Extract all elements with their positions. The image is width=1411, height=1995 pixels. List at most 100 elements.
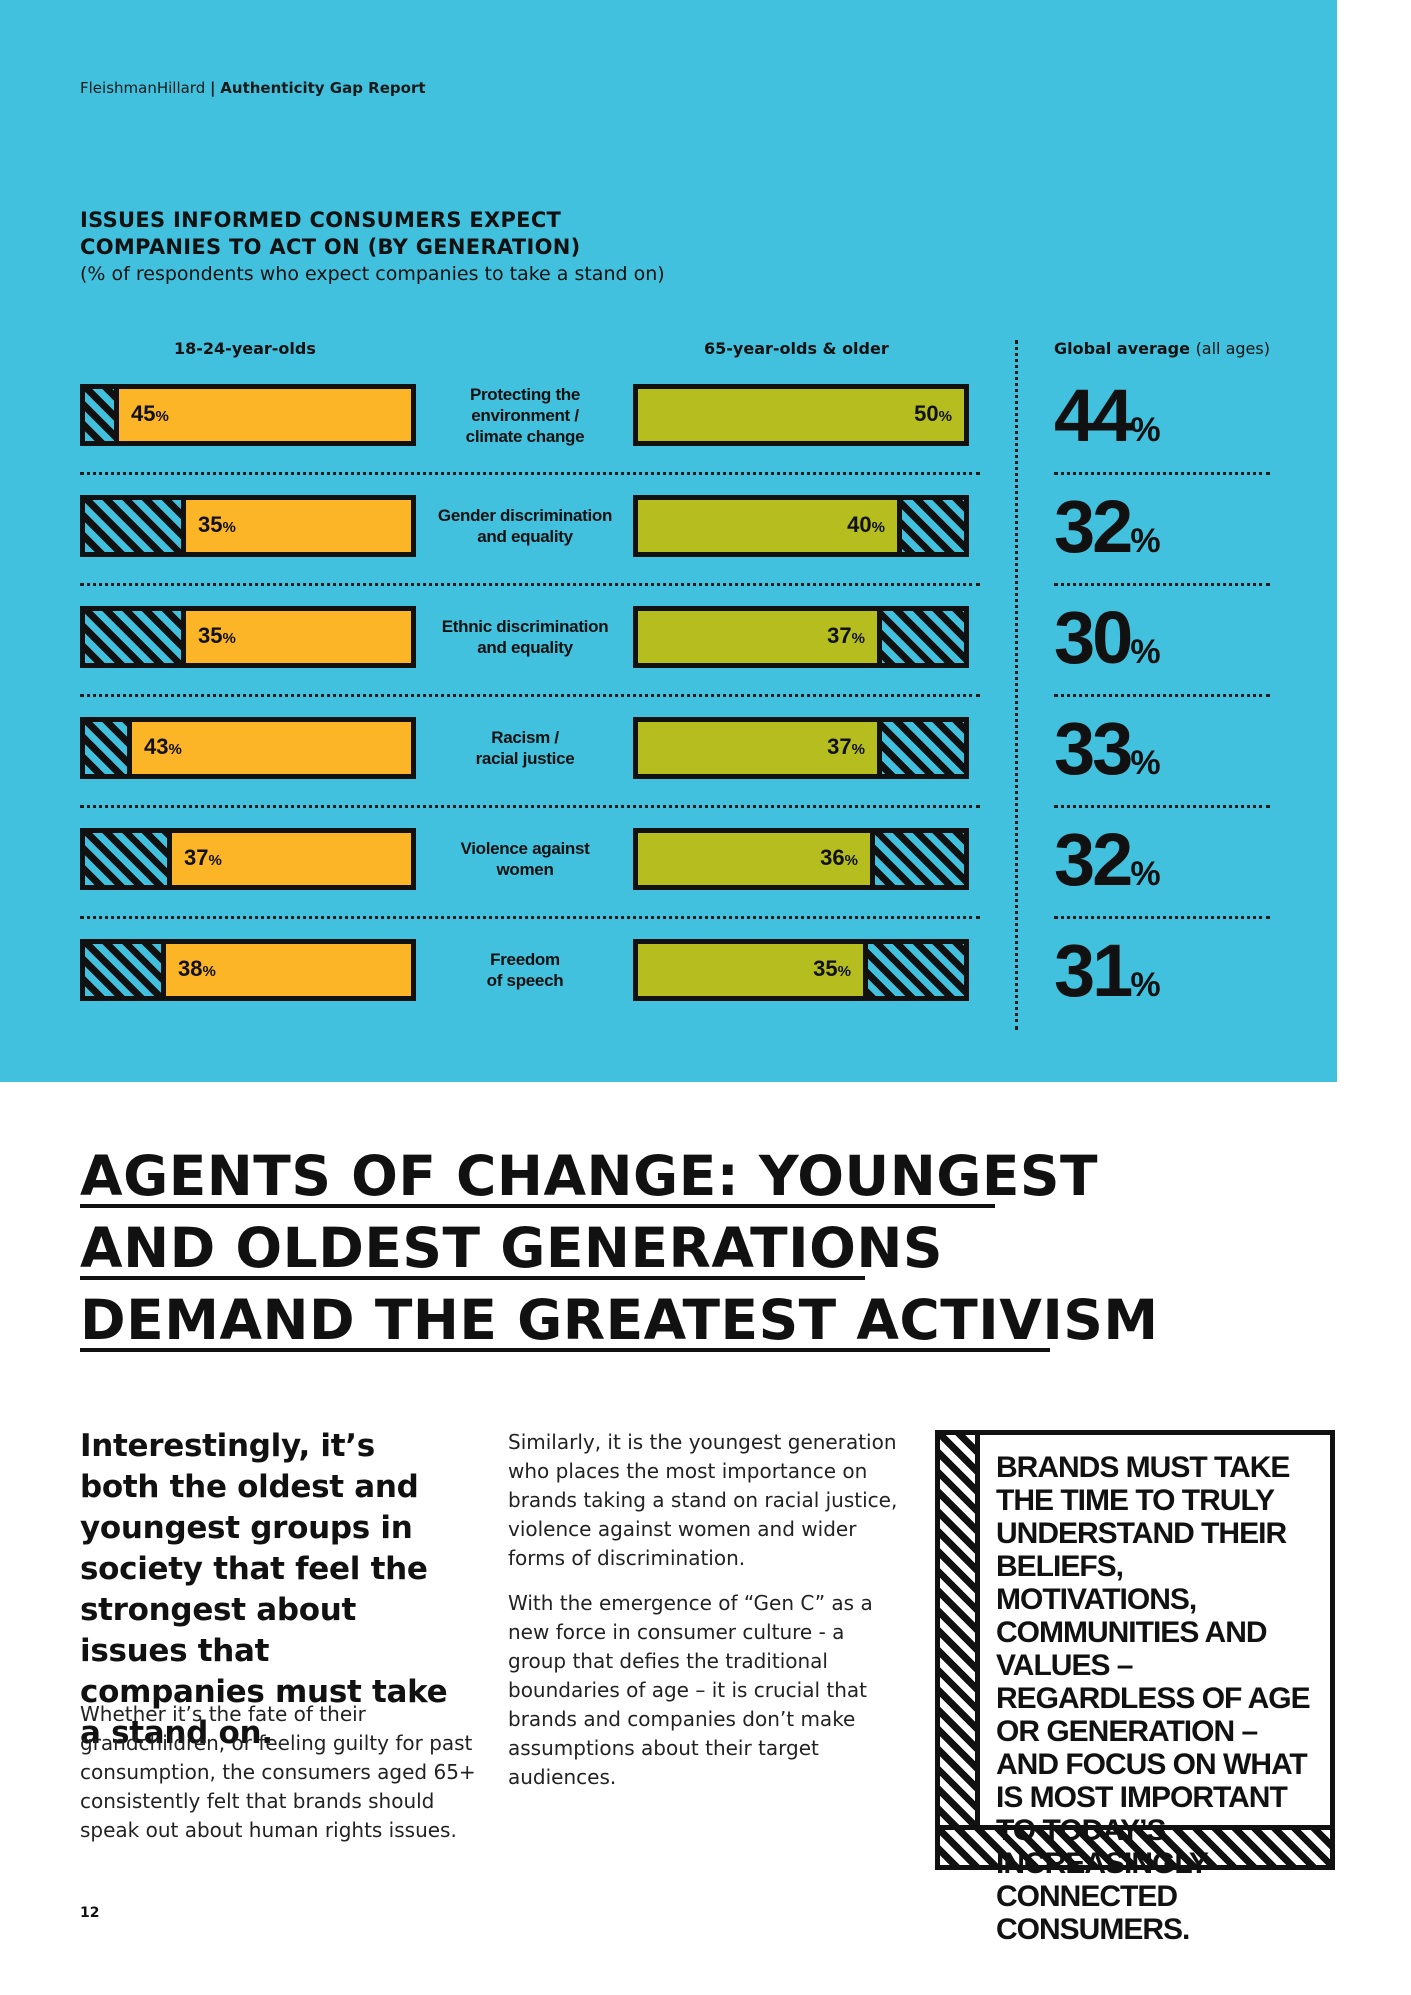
issue-label: Gender discrimination and equality (430, 505, 620, 547)
young-bar: 43% (127, 717, 416, 779)
global-average-value: 31% (1054, 934, 1161, 1022)
old-bar-track: 35% (633, 939, 969, 1001)
young-bar-track: 35% (80, 606, 416, 668)
global-average-value: 32% (1054, 490, 1161, 578)
percent-sign: % (1130, 744, 1161, 782)
old-bar-track: 40% (633, 495, 969, 557)
row-divider (80, 583, 980, 586)
young-value: 37 (184, 845, 209, 870)
column-header-young: 18-24-year-olds (174, 339, 316, 358)
young-value: 43 (144, 734, 169, 759)
headline: AGENTS OF CHANGE: YOUNGEST AND OLDEST GE… (80, 1140, 1159, 1356)
header-separator: | (210, 79, 216, 97)
global-value: 30 (1054, 596, 1133, 679)
global-average-value: 44% (1054, 379, 1161, 467)
issue-label-line: Gender discrimination (437, 506, 613, 525)
pull-quote-box: BRANDS MUST TAKE THE TIME TO TRULY UNDER… (935, 1430, 1335, 1946)
young-bar-label: 43% (144, 734, 182, 760)
body-paragraph-middle-1: Similarly, it is the youngest generation… (508, 1430, 898, 1570)
chart-subtitle: (% of respondents who expect companies t… (80, 263, 665, 285)
issue-label-line: Racism / (491, 728, 559, 747)
young-value: 35 (198, 623, 223, 648)
column-header-old: 65-year-olds & older (704, 339, 889, 358)
old-bar: 40% (633, 495, 902, 557)
old-value: 37 (827, 623, 852, 648)
percent-sign: % (837, 963, 851, 980)
row-divider-global (1054, 583, 1270, 586)
old-bar: 37% (633, 606, 882, 668)
body-paragraph-middle-2: With the emergence of “Gen C” as a new f… (508, 1591, 873, 1789)
young-bar-label: 35% (198, 623, 236, 649)
issue-label-line: environment / (471, 405, 579, 425)
global-value: 33 (1054, 707, 1133, 790)
row-divider-global (1054, 805, 1270, 808)
old-bar-label: 35% (813, 956, 851, 982)
global-value: 32 (1054, 485, 1133, 568)
old-bar-label: 36% (820, 845, 858, 871)
old-bar: 37% (633, 717, 882, 779)
young-bar: 35% (181, 606, 416, 668)
row-divider (80, 694, 980, 697)
issue-label: Violence against women (430, 838, 620, 880)
global-average-value: 32% (1054, 823, 1161, 911)
issue-label-line: climate change (465, 426, 585, 446)
old-bar-label: 37% (827, 623, 865, 649)
old-value: 35 (813, 956, 838, 981)
running-header: FleishmanHillard | Authenticity Gap Repo… (80, 79, 426, 97)
percent-sign: % (1130, 411, 1161, 449)
percent-sign: % (222, 519, 236, 536)
percent-sign: % (871, 519, 885, 536)
global-value: 31 (1054, 929, 1133, 1012)
headline-line-1: AGENTS OF CHANGE: YOUNGEST (80, 1144, 1099, 1208)
young-value: 35 (198, 512, 223, 537)
percent-sign: % (155, 408, 169, 425)
old-bar-label: 37% (827, 734, 865, 760)
report-name: Authenticity Gap Report (220, 79, 426, 97)
issue-label: Freedom of speech (430, 949, 620, 991)
body-paragraph-left: Whether it’s the fate of their grandchil… (80, 1702, 476, 1842)
young-bar-track: 43% (80, 717, 416, 779)
global-average-value: 30% (1054, 601, 1161, 689)
issue-label-line: and equality (477, 527, 573, 546)
old-value: 37 (827, 734, 852, 759)
global-average-label: Global average (1054, 339, 1190, 358)
young-bar: 37% (167, 828, 416, 890)
percent-sign: % (1130, 633, 1161, 671)
young-value: 38 (178, 956, 203, 981)
pull-quote-stripe-bottom (940, 1825, 1330, 1865)
young-bar-label: 45% (131, 401, 169, 427)
old-value: 40 (847, 512, 872, 537)
old-bar-track: 37% (633, 606, 969, 668)
pull-quote-text: BRANDS MUST TAKE THE TIME TO TRULY UNDER… (996, 1451, 1311, 1946)
issue-label-line: women (496, 860, 554, 879)
issue-label-line: racial justice (475, 749, 575, 768)
row-divider-global (1054, 916, 1270, 919)
pull-quote-stripe-left (940, 1435, 980, 1865)
young-bar: 38% (161, 939, 416, 1001)
old-bar: 50% (633, 384, 969, 446)
young-bar: 35% (181, 495, 416, 557)
headline-underline-2 (80, 1276, 865, 1280)
young-bar-track: 45% (80, 384, 416, 446)
global-average-note: (all ages) (1195, 339, 1270, 358)
issue-label: Protecting the environment / climate chang… (430, 384, 620, 447)
row-divider-global (1054, 694, 1270, 697)
global-value: 32 (1054, 818, 1133, 901)
percent-sign: % (208, 852, 222, 869)
young-bar-label: 35% (198, 512, 236, 538)
percent-sign: % (851, 630, 865, 647)
chart-title-line-1: ISSUES INFORMED CONSUMERS EXPECT (80, 208, 562, 232)
old-bar: 36% (633, 828, 875, 890)
percent-sign: % (1130, 966, 1161, 1004)
headline-line-3: DEMAND THE GREATEST ACTIVISM (80, 1288, 1159, 1352)
old-value: 36 (820, 845, 845, 870)
old-bar: 35% (633, 939, 868, 1001)
chart-title-line-2: COMPANIES TO ACT ON (BY GENERATION) (80, 235, 581, 259)
young-bar-label: 38% (178, 956, 216, 982)
young-value: 45 (131, 401, 156, 426)
issue-label: Racism / racial justice (430, 727, 620, 769)
vertical-divider (1015, 340, 1018, 1030)
headline-underline-3 (80, 1348, 1050, 1352)
brand-name: FleishmanHillard (80, 79, 206, 97)
percent-sign: % (202, 963, 216, 980)
